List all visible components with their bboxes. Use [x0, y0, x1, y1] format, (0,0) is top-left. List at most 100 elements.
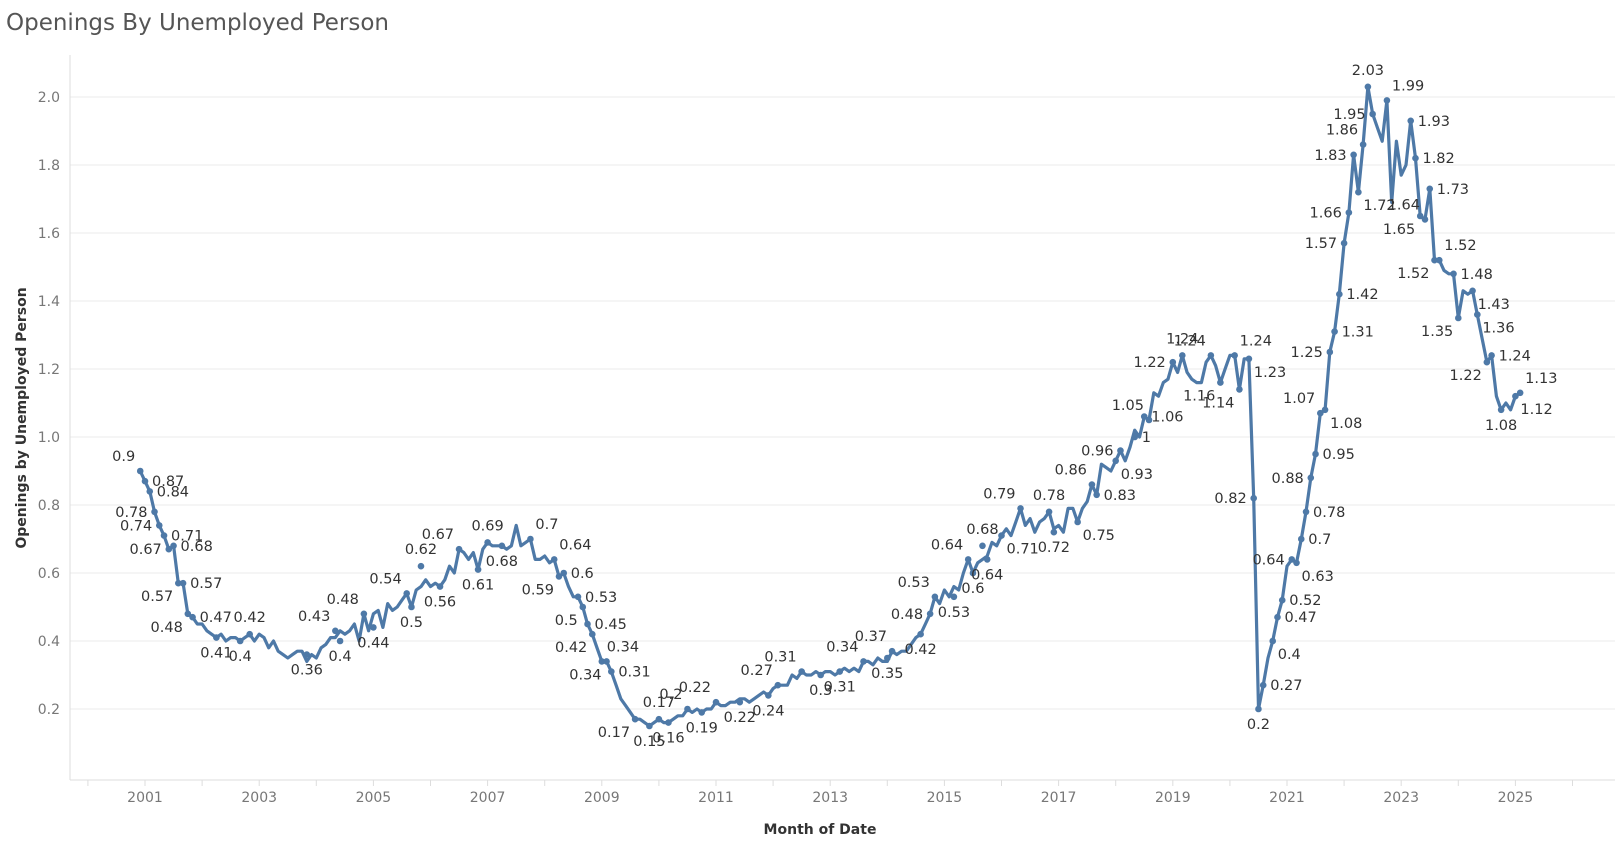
data-point[interactable]: [1469, 287, 1476, 295]
data-point[interactable]: [1169, 358, 1177, 366]
data-point[interactable]: [1293, 559, 1300, 567]
data-point[interactable]: [1359, 141, 1367, 148]
data-point[interactable]: [1326, 348, 1334, 356]
data-point[interactable]: [608, 668, 615, 675]
data-point[interactable]: [1331, 328, 1338, 335]
data-point[interactable]: [736, 698, 744, 706]
data-point[interactable]: [1117, 447, 1124, 454]
data-point[interactable]: [964, 556, 972, 563]
data-point[interactable]: [1455, 314, 1462, 322]
data-point[interactable]: [1131, 433, 1139, 441]
data-point[interactable]: [417, 562, 425, 570]
data-point[interactable]: [665, 719, 672, 726]
data-point[interactable]: [1435, 256, 1443, 264]
data-point[interactable]: [170, 542, 177, 550]
data-point[interactable]: [860, 658, 867, 665]
data-point[interactable]: [155, 522, 163, 529]
data-point[interactable]: [684, 705, 691, 713]
data-point[interactable]: [1217, 379, 1224, 386]
data-point[interactable]: [969, 569, 977, 577]
data-point[interactable]: [1140, 413, 1148, 420]
data-point[interactable]: [1259, 681, 1267, 689]
data-point[interactable]: [1245, 355, 1253, 363]
data-point[interactable]: [213, 634, 220, 641]
data-point[interactable]: [950, 593, 958, 601]
data-point[interactable]: [160, 532, 168, 539]
data-point[interactable]: [360, 610, 368, 618]
data-point[interactable]: [1512, 392, 1519, 400]
data-point[interactable]: [1369, 110, 1376, 118]
data-point[interactable]: [1112, 457, 1119, 465]
data-point[interactable]: [888, 647, 896, 655]
data-point[interactable]: [1350, 151, 1357, 159]
data-point[interactable]: [926, 610, 934, 618]
data-point[interactable]: [184, 610, 192, 618]
data-point[interactable]: [332, 627, 339, 635]
data-point[interactable]: [1093, 491, 1100, 499]
data-point[interactable]: [1431, 256, 1438, 264]
data-point[interactable]: [1416, 212, 1424, 220]
data-point[interactable]: [1231, 352, 1238, 359]
data-point[interactable]: [646, 722, 653, 730]
data-point[interactable]: [1516, 389, 1524, 397]
data-point[interactable]: [579, 603, 587, 611]
data-point[interactable]: [1497, 406, 1505, 414]
data-point[interactable]: [884, 654, 891, 662]
data-point[interactable]: [817, 671, 824, 679]
data-point[interactable]: [1426, 185, 1434, 193]
data-point[interactable]: [1321, 406, 1329, 414]
data-point[interactable]: [1236, 386, 1243, 393]
data-point[interactable]: [998, 532, 1005, 539]
data-point[interactable]: [484, 539, 491, 546]
data-point[interactable]: [1488, 352, 1495, 359]
data-point[interactable]: [1483, 358, 1491, 366]
data-point[interactable]: [1269, 637, 1277, 645]
data-point[interactable]: [136, 467, 144, 475]
data-point[interactable]: [165, 545, 173, 553]
data-point[interactable]: [141, 477, 149, 485]
data-point[interactable]: [631, 715, 639, 723]
data-point[interactable]: [1307, 474, 1315, 482]
data-point[interactable]: [1288, 556, 1296, 563]
data-point[interactable]: [455, 545, 463, 553]
data-point[interactable]: [246, 630, 253, 638]
data-point[interactable]: [1312, 450, 1319, 458]
data-point[interactable]: [151, 508, 158, 516]
data-point[interactable]: [983, 556, 991, 563]
data-point[interactable]: [1383, 97, 1391, 104]
data-point[interactable]: [236, 637, 244, 645]
data-point[interactable]: [189, 613, 196, 621]
data-point[interactable]: [1297, 535, 1305, 543]
data-point[interactable]: [550, 556, 558, 563]
data-point[interactable]: [1474, 311, 1481, 318]
data-point[interactable]: [1421, 216, 1429, 223]
data-point[interactable]: [1045, 508, 1053, 516]
data-point[interactable]: [1179, 352, 1186, 359]
data-point[interactable]: [336, 637, 344, 645]
data-point[interactable]: [1278, 596, 1286, 604]
data-point[interactable]: [931, 593, 939, 601]
data-point[interactable]: [1274, 613, 1281, 621]
data-point[interactable]: [1412, 154, 1419, 162]
data-point[interactable]: [574, 593, 582, 601]
data-point[interactable]: [774, 681, 782, 689]
data-point[interactable]: [1145, 416, 1153, 424]
data-point[interactable]: [555, 573, 563, 580]
data-point[interactable]: [403, 590, 411, 597]
data-point[interactable]: [1407, 117, 1415, 125]
data-point[interactable]: [584, 620, 591, 628]
data-point[interactable]: [370, 624, 377, 631]
data-point[interactable]: [836, 668, 844, 675]
data-point[interactable]: [1355, 188, 1362, 196]
data-point[interactable]: [303, 651, 311, 658]
data-point[interactable]: [712, 698, 720, 706]
data-point[interactable]: [560, 569, 568, 577]
data-point[interactable]: [655, 715, 663, 723]
data-point[interactable]: [1336, 290, 1343, 298]
data-point[interactable]: [698, 709, 706, 716]
data-point[interactable]: [798, 668, 805, 675]
data-point[interactable]: [146, 488, 154, 495]
data-point[interactable]: [436, 583, 444, 590]
data-point[interactable]: [1450, 270, 1457, 278]
data-point[interactable]: [175, 579, 182, 587]
